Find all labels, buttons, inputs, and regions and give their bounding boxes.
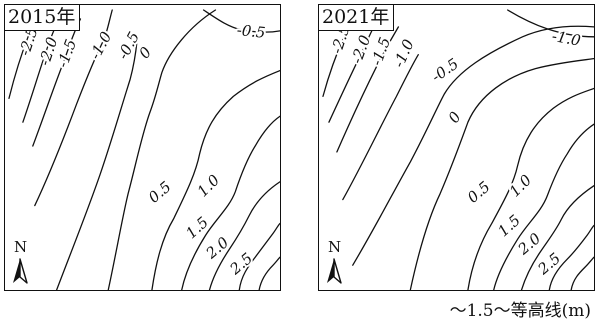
contour-label: 0.5 — [145, 178, 175, 207]
contour-label: 0 — [135, 43, 155, 62]
north-arrow: N — [325, 239, 347, 287]
contour-line — [107, 9, 217, 290]
map-panel-2015: -2.5 -2.0 -1.5 -1.0 -0.5 0 -0.5 0.5 1.0 … — [4, 4, 281, 291]
contour-line — [352, 25, 594, 266]
contour-line — [202, 9, 280, 33]
contour-line — [34, 9, 113, 207]
contour-line — [336, 26, 400, 153]
contour-label: 2.5 — [534, 249, 564, 279]
contour-label: 1.0 — [194, 171, 223, 200]
contour-line — [520, 185, 594, 290]
contour-line — [181, 115, 280, 290]
contour-label: -0.5 — [428, 55, 462, 86]
north-arrow-icon — [13, 258, 28, 284]
contour-map-2021: -2.5 -2.0 -1.5 -1.0 -1.0 -0.5 0 0.5 1.0 … — [322, 9, 594, 290]
contour-line — [151, 69, 280, 290]
contour-line — [493, 123, 594, 290]
contour-legend: ～1.5～等高线(m) — [449, 301, 591, 321]
map-year-label: 2015年 — [4, 4, 81, 31]
contour-line — [55, 40, 138, 290]
contour-label: 0.5 — [464, 178, 494, 207]
map-year-label: 2021年 — [318, 4, 395, 31]
contour-label: 2.0 — [202, 233, 232, 263]
contour-label: -0.5 — [236, 21, 266, 42]
map-panel-2021: -2.5 -2.0 -1.5 -1.0 -1.0 -0.5 0 0.5 1.0 … — [318, 4, 595, 291]
contour-map-2015: -2.5 -2.0 -1.5 -1.0 -0.5 0 -0.5 0.5 1.0 … — [8, 9, 280, 290]
contour-label: -1.0 — [551, 27, 582, 50]
contour-label: 1.0 — [506, 171, 535, 200]
north-arrow: N — [11, 239, 33, 287]
contour-line — [548, 224, 594, 290]
north-arrow-icon — [327, 258, 342, 284]
north-label: N — [328, 238, 342, 256]
contour-line — [409, 58, 594, 290]
contour-line — [467, 87, 594, 290]
contour-label: -1.0 — [86, 29, 115, 63]
contour-line — [208, 181, 280, 290]
contour-label: 2.5 — [226, 249, 256, 279]
contour-line — [570, 256, 594, 290]
contour-label: 1.5 — [182, 213, 212, 242]
contour-line — [258, 256, 280, 290]
contour-label: 0 — [445, 108, 465, 126]
contour-line — [238, 222, 280, 290]
contour-line — [32, 18, 82, 147]
contour-label: 2.0 — [514, 229, 544, 259]
north-label: N — [14, 238, 28, 256]
contour-line — [342, 54, 419, 201]
